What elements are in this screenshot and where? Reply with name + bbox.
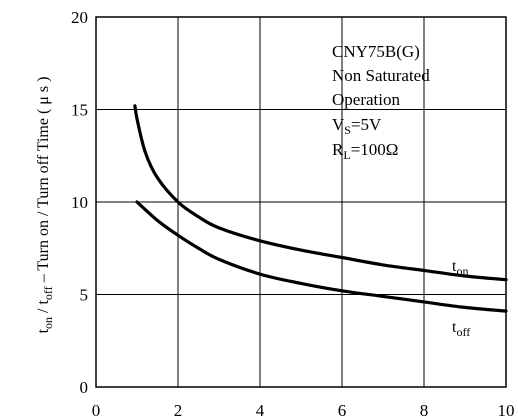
y-tick-label: 20 xyxy=(71,8,88,27)
series-label-toff: toff xyxy=(452,319,470,339)
x-tick-label: 0 xyxy=(92,401,101,420)
series-toff-curve xyxy=(135,200,508,313)
grid xyxy=(96,17,506,387)
y-axis-label: ton / toff – Turn on / Turn off Time ( μ… xyxy=(35,77,55,334)
y-tick-label: 5 xyxy=(80,286,89,305)
x-tick-label: 2 xyxy=(174,401,183,420)
y-tick-label: 0 xyxy=(80,378,89,397)
annotation-block: CNY75B(G) Non Saturated Operation VS=5V … xyxy=(332,42,430,162)
plot-frame xyxy=(95,16,507,388)
annotation-part-number: CNY75B(G) xyxy=(332,42,420,61)
y-tick-label: 15 xyxy=(71,101,88,120)
annotation-supply-voltage: VS=5V xyxy=(332,115,382,137)
series-layer xyxy=(133,104,508,313)
series-label-ton: ton xyxy=(452,258,468,278)
annotation-mode: Non Saturated xyxy=(332,66,430,85)
x-tick-label: 8 xyxy=(420,401,429,420)
x-tick-label: 10 xyxy=(498,401,515,420)
series-ton-curve xyxy=(133,104,508,282)
annotation-load-resistance: RL=100Ω xyxy=(332,140,398,162)
tick-labels: 0 2 4 6 8 10 0 5 10 15 20 xyxy=(71,8,515,420)
x-tick-label: 4 xyxy=(256,401,265,420)
annotation-operation: Operation xyxy=(332,90,400,109)
x-tick-label: 6 xyxy=(338,401,347,420)
y-tick-label: 10 xyxy=(71,193,88,212)
